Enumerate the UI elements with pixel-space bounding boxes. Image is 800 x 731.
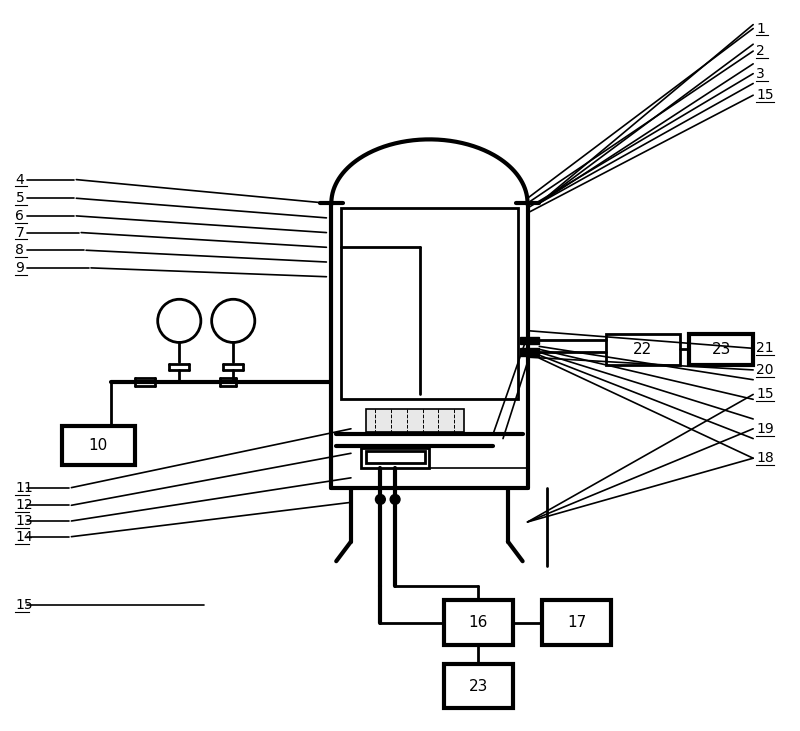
Text: 22: 22 — [633, 342, 653, 357]
Text: 8: 8 — [15, 243, 24, 257]
Bar — [606, 333, 679, 365]
Text: 21: 21 — [756, 341, 774, 355]
Text: 15: 15 — [15, 599, 33, 613]
Text: 1: 1 — [756, 21, 765, 36]
Text: 18: 18 — [756, 451, 774, 465]
Circle shape — [390, 494, 400, 504]
Bar — [361, 448, 430, 468]
Bar — [366, 409, 464, 432]
Bar — [520, 349, 539, 356]
Text: 23: 23 — [469, 679, 488, 694]
Text: 5: 5 — [15, 192, 24, 205]
Bar — [341, 208, 518, 399]
Bar — [62, 426, 135, 465]
Text: 4: 4 — [15, 173, 24, 186]
Text: 12: 12 — [15, 499, 33, 512]
Text: 3: 3 — [756, 67, 765, 80]
Text: 16: 16 — [469, 615, 488, 630]
Text: 7: 7 — [15, 226, 24, 240]
Bar — [690, 333, 753, 365]
Text: 9: 9 — [15, 261, 24, 275]
Bar — [542, 600, 611, 645]
Text: 15: 15 — [756, 88, 774, 102]
Circle shape — [375, 494, 386, 504]
Text: 2: 2 — [756, 44, 765, 58]
Text: 10: 10 — [89, 438, 108, 453]
Bar — [444, 600, 513, 645]
Text: 23: 23 — [711, 342, 731, 357]
Text: 11: 11 — [15, 481, 33, 495]
Text: 17: 17 — [567, 615, 586, 630]
Bar — [366, 451, 425, 463]
Text: 20: 20 — [756, 363, 774, 377]
Text: 13: 13 — [15, 514, 33, 528]
Text: 19: 19 — [756, 422, 774, 436]
Text: 14: 14 — [15, 530, 33, 544]
Bar — [444, 664, 513, 708]
Text: 15: 15 — [756, 387, 774, 401]
Text: 6: 6 — [15, 209, 24, 223]
Bar — [520, 336, 539, 344]
